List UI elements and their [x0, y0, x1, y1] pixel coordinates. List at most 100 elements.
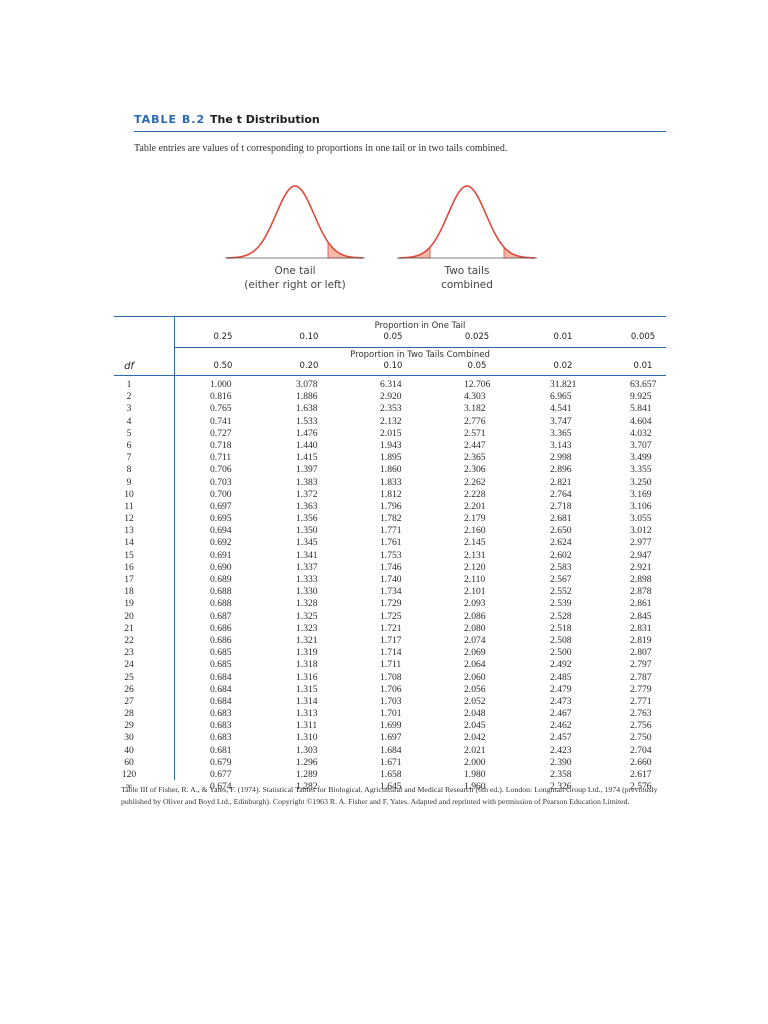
value-cell: 1.356: [296, 513, 318, 525]
value-cell: 2.447: [464, 439, 486, 451]
value-cell: 2.567: [550, 574, 572, 585]
table-row: 12 0.695 1.356 1.782 2.179 2.681 3.055: [114, 513, 666, 525]
intro-text: Table entries are values of t correspond…: [134, 143, 508, 154]
value-cell: 2.500: [550, 647, 572, 659]
value-cell: 1.796: [380, 500, 402, 512]
value-cell: 0.684: [210, 683, 232, 695]
value-cell: 2.052: [464, 695, 486, 707]
value-cell: 0.687: [210, 610, 232, 622]
value-cell: 1.311: [296, 720, 318, 732]
value-cell: 1.717: [380, 634, 402, 646]
table-row: 27 0.684 1.314 1.703 2.052 2.473 2.771: [114, 696, 666, 708]
value-cell: 2.539: [550, 598, 572, 610]
value-cell: 6.314: [380, 379, 402, 390]
one-tail-header-0: 0.25: [213, 332, 233, 342]
df-cell: 10: [124, 488, 134, 500]
value-cell: 1.303: [296, 744, 318, 756]
value-cell: 0.816: [210, 391, 232, 403]
value-cell: 0.689: [210, 574, 232, 585]
table-title: The t Distribution: [210, 113, 320, 126]
value-cell: 1.711: [380, 659, 402, 671]
value-cell: 2.617: [630, 769, 652, 780]
df-cell: 11: [124, 500, 134, 512]
value-cell: 2.326: [550, 781, 572, 793]
value-cell: 2.101: [464, 586, 486, 598]
value-cell: 1.895: [380, 452, 402, 464]
value-cell: 2.145: [464, 537, 486, 549]
table-row: 15 0.691 1.341 1.753 2.131 2.602 2.947: [114, 550, 666, 562]
value-cell: 1.282: [296, 781, 318, 793]
value-cell: 31.821: [550, 379, 577, 390]
two-tail-header-4: 0.02: [553, 361, 573, 371]
df-cell: 16: [124, 561, 134, 573]
value-cell: 2.064: [464, 659, 486, 671]
value-cell: 0.683: [210, 708, 232, 720]
one-tail-label-line2: (either right or left): [244, 279, 346, 291]
value-cell: 2.045: [464, 720, 486, 732]
df-cell: 29: [124, 720, 134, 732]
table-row: 5 0.727 1.476 2.015 2.571 3.365 4.032: [114, 428, 666, 440]
table-row: 8 0.706 1.397 1.860 2.306 2.896 3.355: [114, 464, 666, 476]
value-cell: 2.771: [630, 695, 652, 707]
value-cell: 3.106: [630, 500, 652, 512]
value-cell: 1.734: [380, 586, 402, 598]
value-cell: 1.415: [296, 452, 318, 464]
df-cell: 8: [126, 464, 132, 476]
value-cell: 1.833: [380, 476, 402, 488]
value-cell: 2.069: [464, 647, 486, 659]
value-cell: 1.323: [296, 622, 318, 634]
df-cell: 13: [124, 525, 134, 537]
value-cell: 2.650: [550, 525, 572, 537]
value-cell: 1.697: [380, 732, 402, 744]
value-cell: 2.390: [550, 756, 572, 768]
value-cell: 1.330: [296, 586, 318, 598]
value-cell: 2.060: [464, 671, 486, 683]
value-cell: 0.706: [210, 464, 232, 476]
df-cell: 9: [126, 476, 132, 488]
table-row: ∞ 0.674 1.282 1.645 1.960 2.326 2.576: [114, 781, 666, 793]
two-tail-header-0: 0.50: [213, 361, 233, 371]
value-cell: 2.831: [630, 622, 652, 634]
table-row: 21 0.686 1.323 1.721 2.080 2.518 2.831: [114, 623, 666, 635]
two-tail-header-1: 0.20: [299, 361, 319, 371]
value-cell: 3.365: [550, 427, 572, 439]
df-cell: 27: [124, 695, 134, 707]
value-cell: 0.684: [210, 695, 232, 707]
value-cell: 2.048: [464, 708, 486, 720]
header-bottom-rule: [114, 375, 666, 376]
value-cell: 4.032: [630, 427, 652, 439]
df-cell: 2: [126, 391, 132, 403]
value-cell: 1.289: [296, 769, 318, 780]
value-cell: 0.703: [210, 476, 232, 488]
value-cell: 2.763: [630, 708, 652, 720]
value-cell: 2.878: [630, 586, 652, 598]
value-cell: 2.131: [464, 549, 486, 561]
value-cell: 3.499: [630, 452, 652, 464]
value-cell: 2.056: [464, 683, 486, 695]
value-cell: 0.685: [210, 659, 232, 671]
value-cell: 2.132: [380, 415, 402, 427]
value-cell: 1.960: [464, 781, 486, 793]
value-cell: 2.718: [550, 500, 572, 512]
table-row: 25 0.684 1.316 1.708 2.060 2.485 2.787: [114, 672, 666, 684]
value-cell: 1.708: [380, 671, 402, 683]
value-cell: 3.143: [550, 439, 572, 451]
df-cell: 23: [124, 647, 134, 659]
value-cell: 1.337: [296, 561, 318, 573]
value-cell: 2.457: [550, 732, 572, 744]
df-cell: 24: [124, 659, 134, 671]
value-cell: 3.078: [296, 379, 318, 390]
value-cell: 1.314: [296, 695, 318, 707]
two-tail-curve: [399, 185, 535, 259]
value-cell: 1.319: [296, 647, 318, 659]
df-cell: 21: [124, 622, 134, 634]
distribution-figure: One tail (either right or left) Two tail…: [225, 185, 537, 291]
value-cell: 2.602: [550, 549, 572, 561]
df-cell: 40: [124, 744, 134, 756]
value-cell: 5.841: [630, 403, 652, 415]
table-row: 22 0.686 1.321 1.717 2.074 2.508 2.819: [114, 635, 666, 647]
value-cell: 3.182: [464, 403, 486, 415]
df-cell: 5: [126, 427, 132, 439]
value-cell: 1.771: [380, 525, 402, 537]
value-cell: 1.782: [380, 513, 402, 525]
